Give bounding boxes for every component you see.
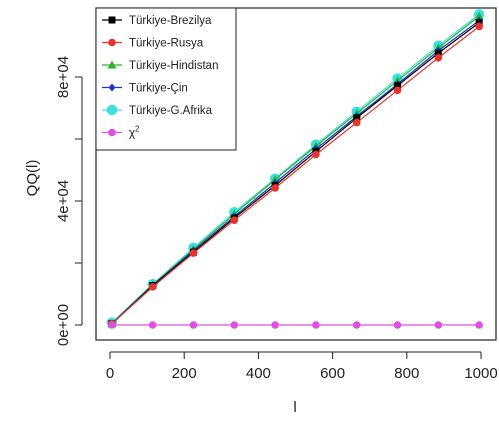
data-point — [434, 53, 443, 62]
legend-item: Türkiye-Çin — [102, 83, 188, 95]
data-point — [189, 249, 198, 257]
y-tick-label: 0e+00 — [55, 304, 72, 346]
y-axis-title: QQ(l) — [24, 160, 41, 197]
data-point — [230, 321, 239, 329]
legend-label: χ2 — [129, 125, 140, 140]
series-line — [111, 13, 480, 323]
series-6 — [108, 321, 483, 329]
legend-marker — [108, 16, 116, 24]
x-tick-label: 600 — [320, 365, 345, 382]
y-tick-label: 4e+04 — [55, 180, 72, 222]
data-point — [148, 321, 157, 329]
plot-frame — [95, 7, 497, 341]
series-line — [111, 22, 480, 325]
legend-label-superscript: 2 — [135, 125, 140, 134]
x-tick-label: 1000 — [464, 365, 497, 382]
legend-label: Türkiye-G.Afrika — [129, 105, 213, 117]
x-tick-label: 800 — [394, 365, 419, 382]
legend-marker — [106, 104, 118, 116]
x-axis-title: l — [293, 399, 296, 416]
data-point — [352, 118, 361, 127]
data-point — [353, 114, 361, 122]
series-2 — [108, 22, 483, 328]
x-tick-label: 0 — [106, 365, 114, 382]
legend-marker — [107, 60, 117, 69]
data-point — [271, 321, 279, 329]
data-point — [474, 11, 484, 20]
data-point — [475, 321, 483, 329]
data-point — [189, 321, 198, 329]
data-point — [434, 49, 442, 57]
y-tick-label: 8e+04 — [55, 56, 72, 98]
data-point — [148, 283, 157, 291]
x-tick-label: 400 — [246, 365, 271, 382]
data-point — [312, 321, 320, 329]
data-point — [271, 184, 279, 192]
legend-item: Türkiye-Hindistan — [102, 60, 218, 72]
legend-label: Türkiye-Rusya — [129, 38, 204, 50]
legend-box — [95, 7, 237, 151]
legend-marker — [108, 83, 116, 92]
legend-label: Türkiye-Çin — [129, 83, 188, 95]
legend-item: Türkiye-Brezilya — [102, 15, 212, 27]
legend-label: Türkiye-Brezilya — [129, 15, 212, 27]
data-point — [394, 82, 402, 90]
legend-marker — [108, 38, 116, 47]
data-point — [475, 22, 483, 31]
legend-item: χ2 — [102, 125, 140, 140]
data-point — [352, 321, 361, 329]
x-tick-label: 200 — [172, 365, 197, 382]
legend-item: Türkiye-G.Afrika — [102, 104, 213, 117]
series-line — [111, 20, 480, 325]
data-point — [393, 321, 402, 329]
series-line — [111, 25, 480, 325]
data-point — [108, 321, 116, 329]
data-point — [434, 321, 443, 329]
data-point — [312, 150, 320, 159]
legend-label: Türkiye-Hindistan — [129, 60, 218, 72]
data-point — [393, 86, 402, 95]
legend-item: Türkiye-Rusya — [102, 38, 204, 50]
data-point — [230, 216, 239, 225]
legend-marker — [108, 128, 116, 137]
